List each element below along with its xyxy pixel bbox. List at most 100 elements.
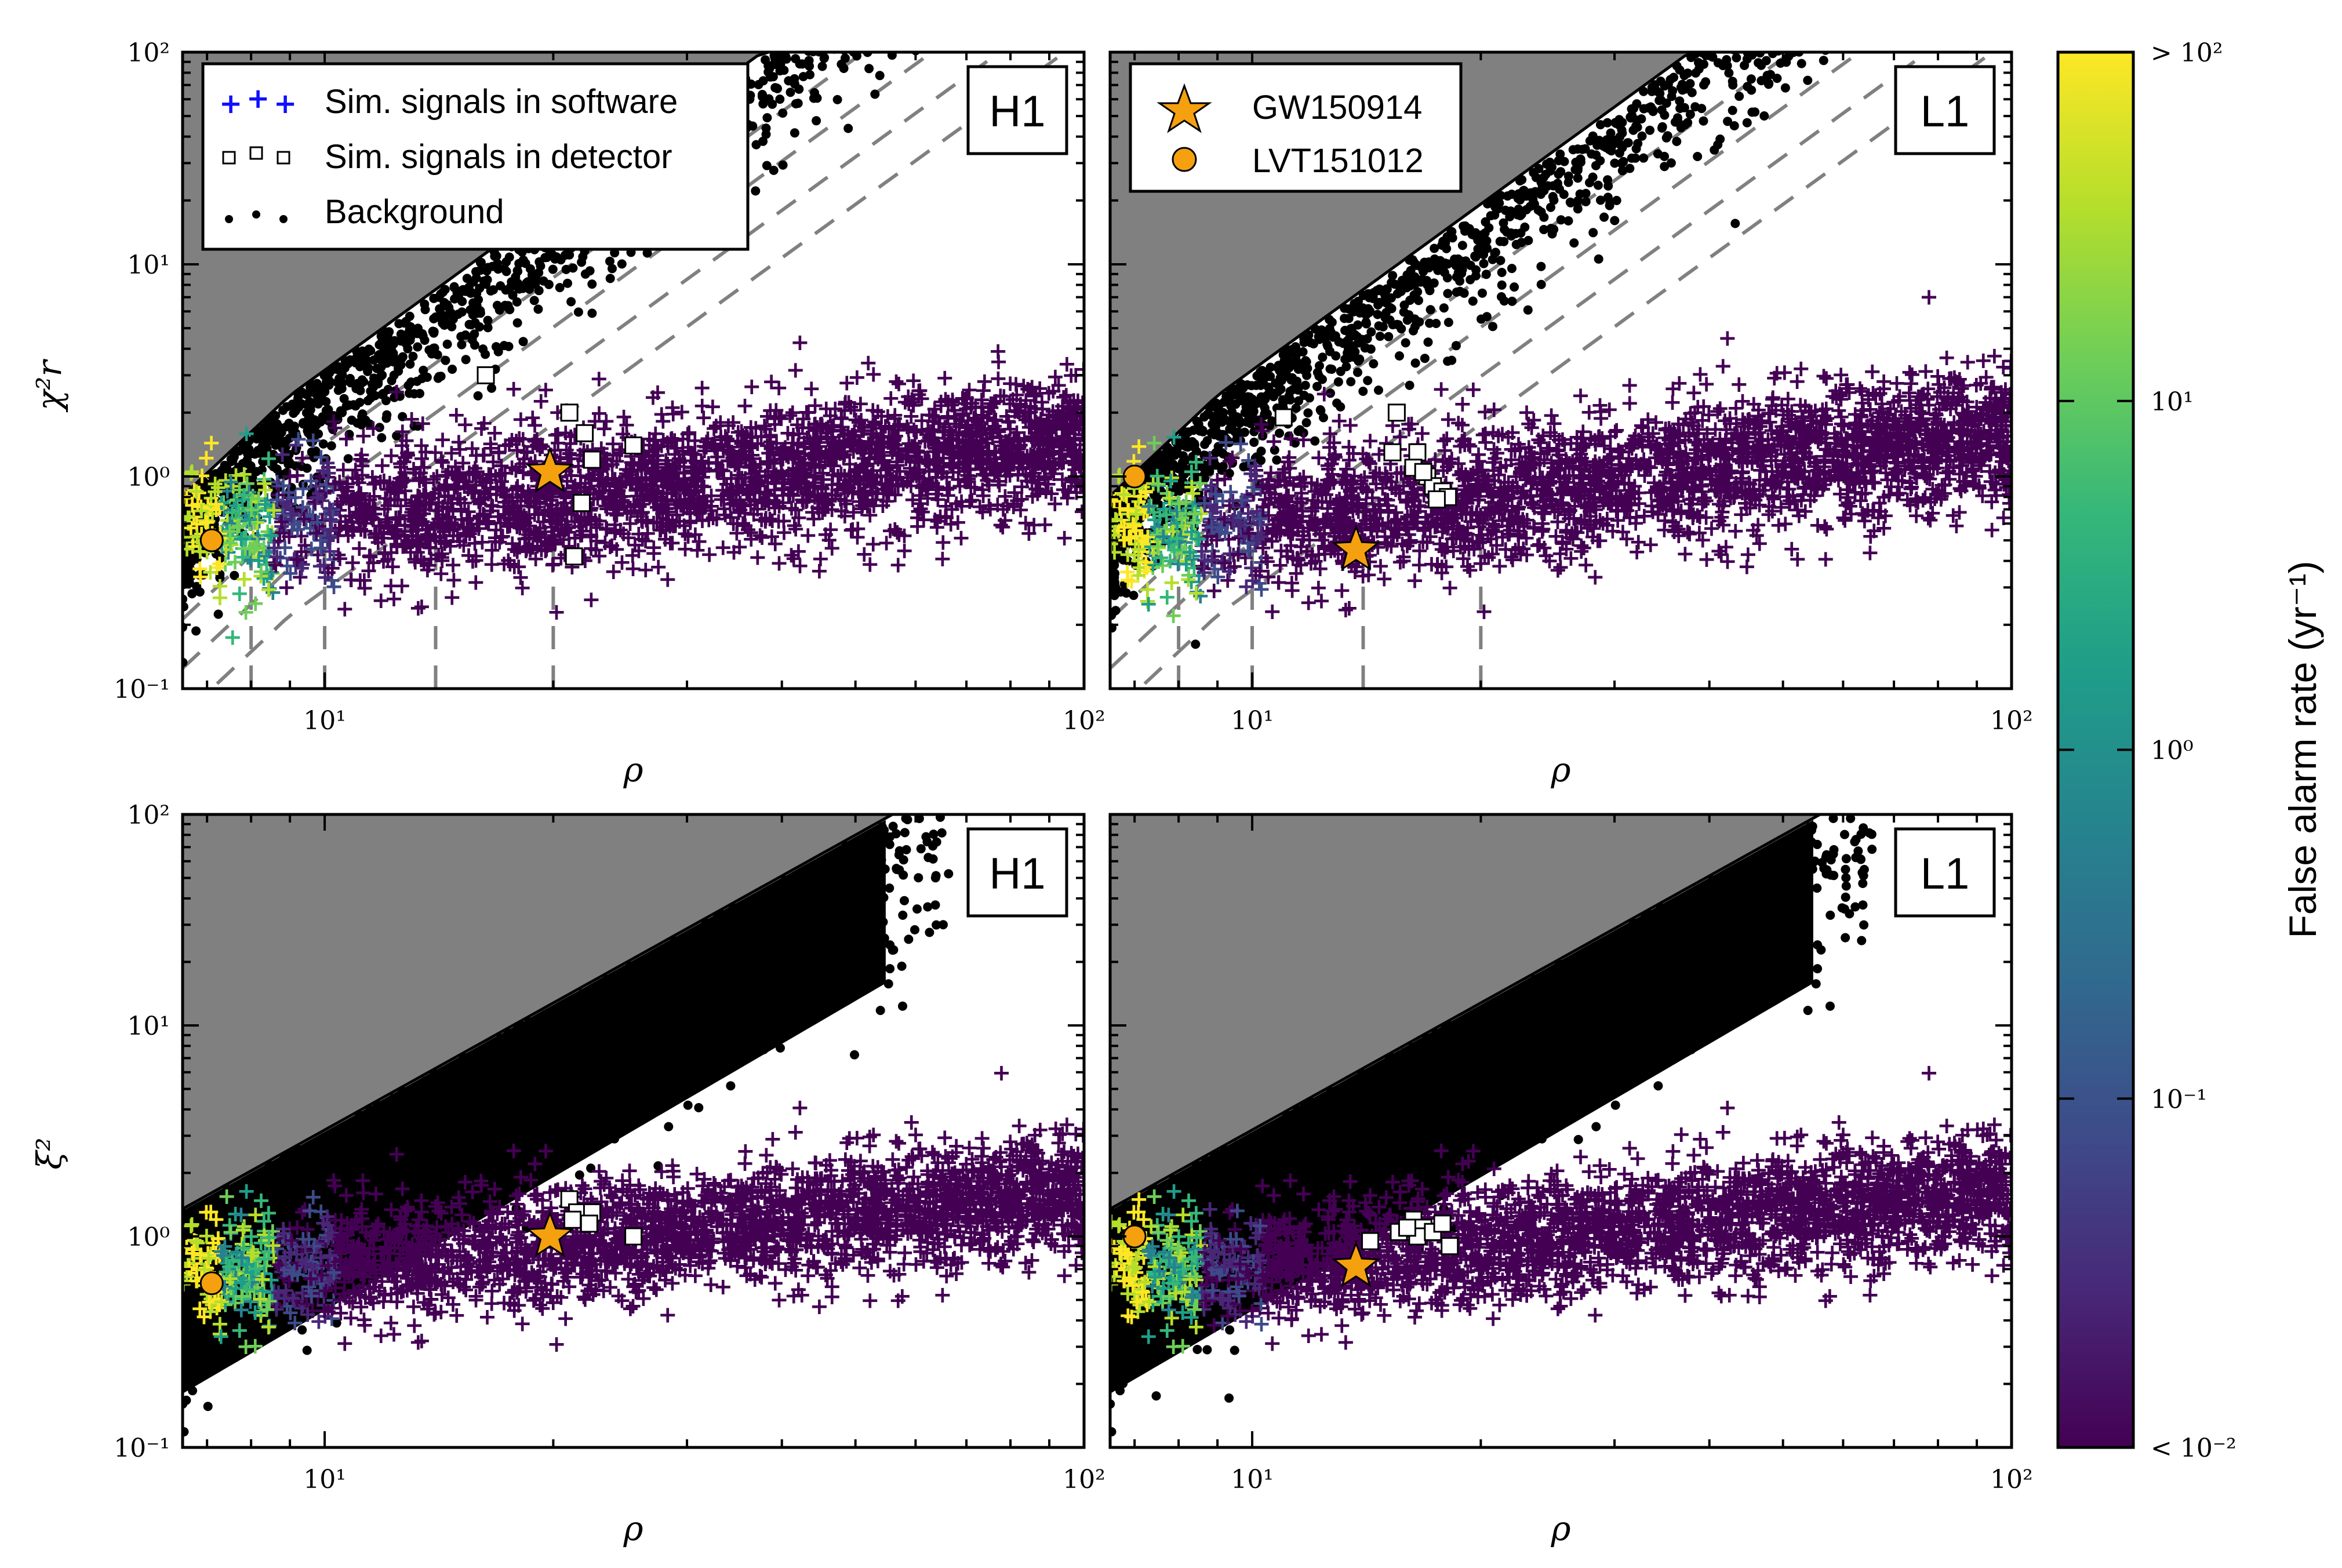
background-point bbox=[913, 0, 922, 3]
injection-marker: + bbox=[610, 473, 630, 500]
background-point bbox=[471, 273, 481, 283]
background-point bbox=[363, 396, 373, 406]
injection-marker: + bbox=[548, 421, 568, 448]
background-point bbox=[1763, 19, 1772, 28]
injection-marker: + bbox=[1023, 427, 1042, 454]
background-point bbox=[424, 345, 434, 355]
background-point bbox=[841, 0, 850, 1]
injection-marker: + bbox=[510, 425, 529, 452]
background-point bbox=[527, 270, 537, 280]
background-point bbox=[412, 329, 422, 339]
background-point bbox=[587, 279, 597, 289]
background-point bbox=[468, 310, 478, 320]
injection-marker: + bbox=[819, 488, 838, 514]
injection-marker: + bbox=[375, 539, 395, 566]
background-point bbox=[853, 37, 863, 46]
background-point bbox=[1759, 111, 1769, 121]
background-point bbox=[1497, 292, 1506, 301]
background-point bbox=[768, 72, 778, 82]
background-point bbox=[886, 0, 895, 9]
background-point bbox=[1788, 0, 1798, 9]
background-point bbox=[525, 284, 534, 294]
background-point bbox=[274, 425, 283, 435]
background-point bbox=[1468, 296, 1478, 306]
background-point bbox=[278, 514, 288, 524]
background-point bbox=[1639, 153, 1649, 163]
background-point bbox=[507, 277, 517, 287]
injection-marker: + bbox=[223, 624, 243, 650]
injection-marker: + bbox=[469, 515, 489, 542]
background-point bbox=[816, 39, 825, 48]
background-point bbox=[804, 20, 813, 30]
background-point bbox=[859, 9, 868, 18]
injection-marker: + bbox=[472, 415, 492, 442]
background-point bbox=[1653, 149, 1663, 159]
injection-marker: + bbox=[259, 576, 279, 603]
background-point bbox=[1323, 341, 1333, 351]
background-point bbox=[1761, 56, 1771, 66]
injection-marker: + bbox=[765, 446, 784, 473]
background-point bbox=[859, 26, 868, 35]
injection-marker: + bbox=[443, 552, 463, 579]
injection-marker: + bbox=[237, 420, 256, 447]
background-point bbox=[555, 283, 565, 293]
background-point bbox=[778, 160, 788, 170]
background-point bbox=[1451, 341, 1461, 351]
background-point bbox=[312, 389, 322, 399]
background-point bbox=[1781, 0, 1791, 4]
background-point bbox=[908, 0, 918, 4]
background-point bbox=[1331, 351, 1341, 361]
background-point bbox=[1870, 6, 1879, 16]
background-point bbox=[852, 31, 861, 41]
background-point bbox=[877, 0, 886, 2]
background-point bbox=[448, 365, 457, 374]
background-point bbox=[1443, 289, 1453, 299]
background-point bbox=[1507, 264, 1517, 274]
background-point bbox=[939, 20, 948, 30]
background-point bbox=[1848, 0, 1857, 3]
background-point bbox=[870, 8, 879, 17]
y-tick-label: 10⁻¹ bbox=[114, 675, 170, 704]
background-point bbox=[1497, 268, 1507, 277]
background-point bbox=[872, 35, 882, 44]
background-point bbox=[229, 449, 239, 459]
background-point bbox=[483, 323, 493, 333]
background-point bbox=[1701, 77, 1711, 87]
background-point bbox=[1614, 148, 1624, 158]
background-point bbox=[434, 372, 444, 381]
injection-marker: + bbox=[431, 528, 451, 555]
background-point bbox=[837, 0, 846, 4]
background-point bbox=[512, 318, 522, 328]
background-point bbox=[848, 27, 857, 37]
injection-marker: + bbox=[245, 535, 264, 562]
x-tick-label: 10² bbox=[1063, 706, 1105, 736]
injection-marker: + bbox=[230, 580, 249, 607]
background-point bbox=[852, 21, 861, 30]
injection-marker: + bbox=[825, 431, 845, 457]
background-point bbox=[871, 21, 880, 31]
injection-marker: + bbox=[352, 452, 372, 479]
injection-marker: + bbox=[713, 534, 733, 561]
background-point bbox=[845, 37, 854, 46]
injection-marker: + bbox=[972, 430, 992, 457]
background-point bbox=[504, 252, 514, 262]
injection-marker: + bbox=[581, 535, 601, 562]
background-point bbox=[1739, 20, 1748, 30]
background-point bbox=[460, 330, 470, 340]
background-point bbox=[1769, 8, 1778, 17]
background-point bbox=[857, 8, 866, 17]
background-point bbox=[1796, 59, 1806, 68]
background-point bbox=[1771, 33, 1780, 42]
background-point bbox=[877, 0, 886, 9]
background-point bbox=[1285, 387, 1295, 396]
background-point bbox=[389, 339, 398, 349]
background-point bbox=[336, 374, 346, 384]
background-point bbox=[1300, 380, 1310, 390]
background-point bbox=[1510, 282, 1519, 292]
injection-marker: + bbox=[701, 482, 721, 509]
background-point bbox=[894, 0, 903, 7]
background-point bbox=[1720, 36, 1729, 45]
background-point bbox=[1827, 12, 1836, 21]
background-point bbox=[857, 16, 866, 25]
background-point bbox=[1471, 252, 1481, 262]
